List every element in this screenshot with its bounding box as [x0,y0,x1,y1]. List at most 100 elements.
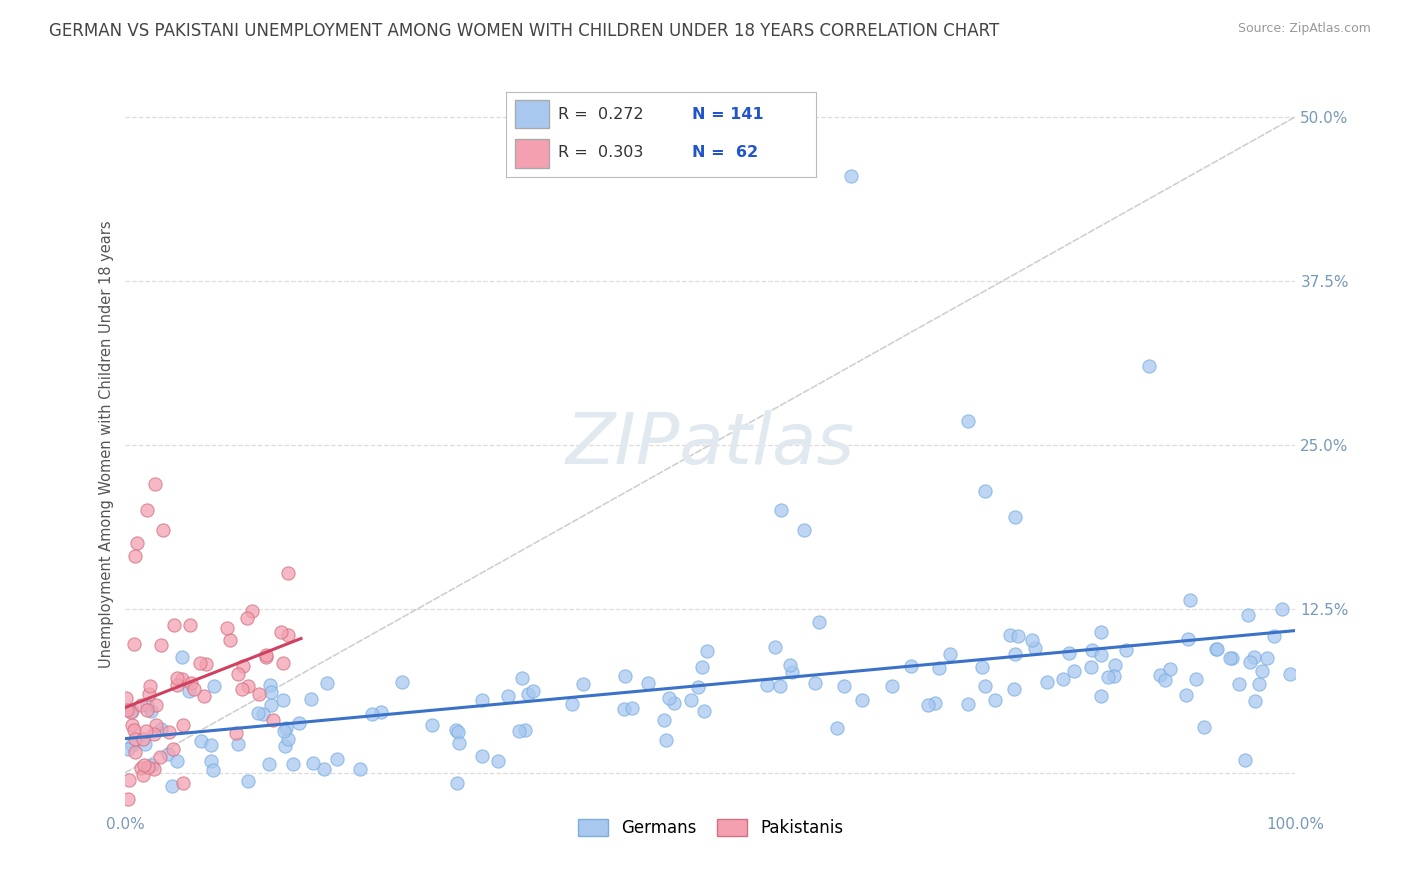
Point [202,679,225,693]
Point [1256,651,1278,665]
Point [145,698,167,712]
Point [121,718,143,732]
Point [188,656,211,670]
Point [1097,670,1119,684]
Point [690,660,713,674]
Point [139,704,162,718]
Point [156,747,179,762]
Point [1090,690,1112,704]
Point [236,773,259,788]
Point [1002,682,1025,697]
Point [129,761,152,775]
Point [170,650,193,665]
Point [1036,675,1059,690]
Point [851,692,873,706]
Point [257,757,280,772]
Point [180,675,202,690]
Point [218,633,240,648]
Point [1090,625,1112,640]
Point [1205,642,1227,657]
Point [122,637,145,651]
Point [124,731,146,746]
Point [132,757,155,772]
Point [679,693,702,707]
Point [240,604,263,618]
Point [825,721,848,735]
Point [273,723,295,738]
Point [486,754,509,768]
Point [143,762,166,776]
Point [658,690,681,705]
Point [1239,655,1261,669]
Point [1244,693,1267,707]
Point [1004,509,1026,524]
Point [974,483,997,498]
Point [974,680,997,694]
Text: GERMAN VS PAKISTANI UNEMPLOYMENT AMONG WOMEN WITH CHILDREN UNDER 18 YEARS CORREL: GERMAN VS PAKISTANI UNEMPLOYMENT AMONG W… [49,22,1000,40]
Point [166,671,188,685]
Point [145,718,167,732]
Point [274,739,297,754]
Point [444,723,467,737]
Point [149,749,172,764]
Point [226,737,249,751]
Point [1004,647,1026,661]
Point [1021,633,1043,648]
Point [121,739,143,753]
Point [515,723,537,737]
Point [183,681,205,696]
Point [970,660,993,674]
Point [779,657,801,672]
Point [420,718,443,732]
Point [1220,650,1243,665]
Point [141,757,163,772]
Point [1024,641,1046,656]
Point [238,679,260,693]
Point [361,707,384,722]
Point [194,657,217,671]
Point [637,676,659,690]
Point [1102,669,1125,683]
Point [127,536,149,550]
Point [114,691,136,706]
Point [1251,665,1274,679]
Point [143,477,166,491]
Point [516,687,538,701]
Point [124,549,146,563]
Point [271,693,294,707]
Point [231,681,253,696]
Point [769,503,792,517]
Point [179,617,201,632]
Point [696,644,718,658]
Point [166,677,188,691]
Point [314,762,336,776]
Point [115,703,138,717]
Point [621,701,644,715]
Point [938,647,960,661]
Point [117,791,139,805]
Text: Source: ZipAtlas.com: Source: ZipAtlas.com [1237,22,1371,36]
Point [780,665,803,679]
Point [271,656,294,670]
Point [121,704,143,718]
Point [131,768,153,782]
Point [259,677,281,691]
Point [129,698,152,712]
Point [1219,651,1241,665]
Point [246,706,269,721]
Point [1052,672,1074,686]
Point [162,741,184,756]
Point [1115,642,1137,657]
Point [270,624,292,639]
Point [122,723,145,738]
Point [163,618,186,632]
Point [391,675,413,690]
Point [1063,664,1085,678]
Point [121,705,143,719]
Point [288,716,311,731]
Point [254,648,277,662]
Point [1153,673,1175,688]
Point [447,725,470,739]
Point [917,698,939,712]
Point [232,659,254,673]
